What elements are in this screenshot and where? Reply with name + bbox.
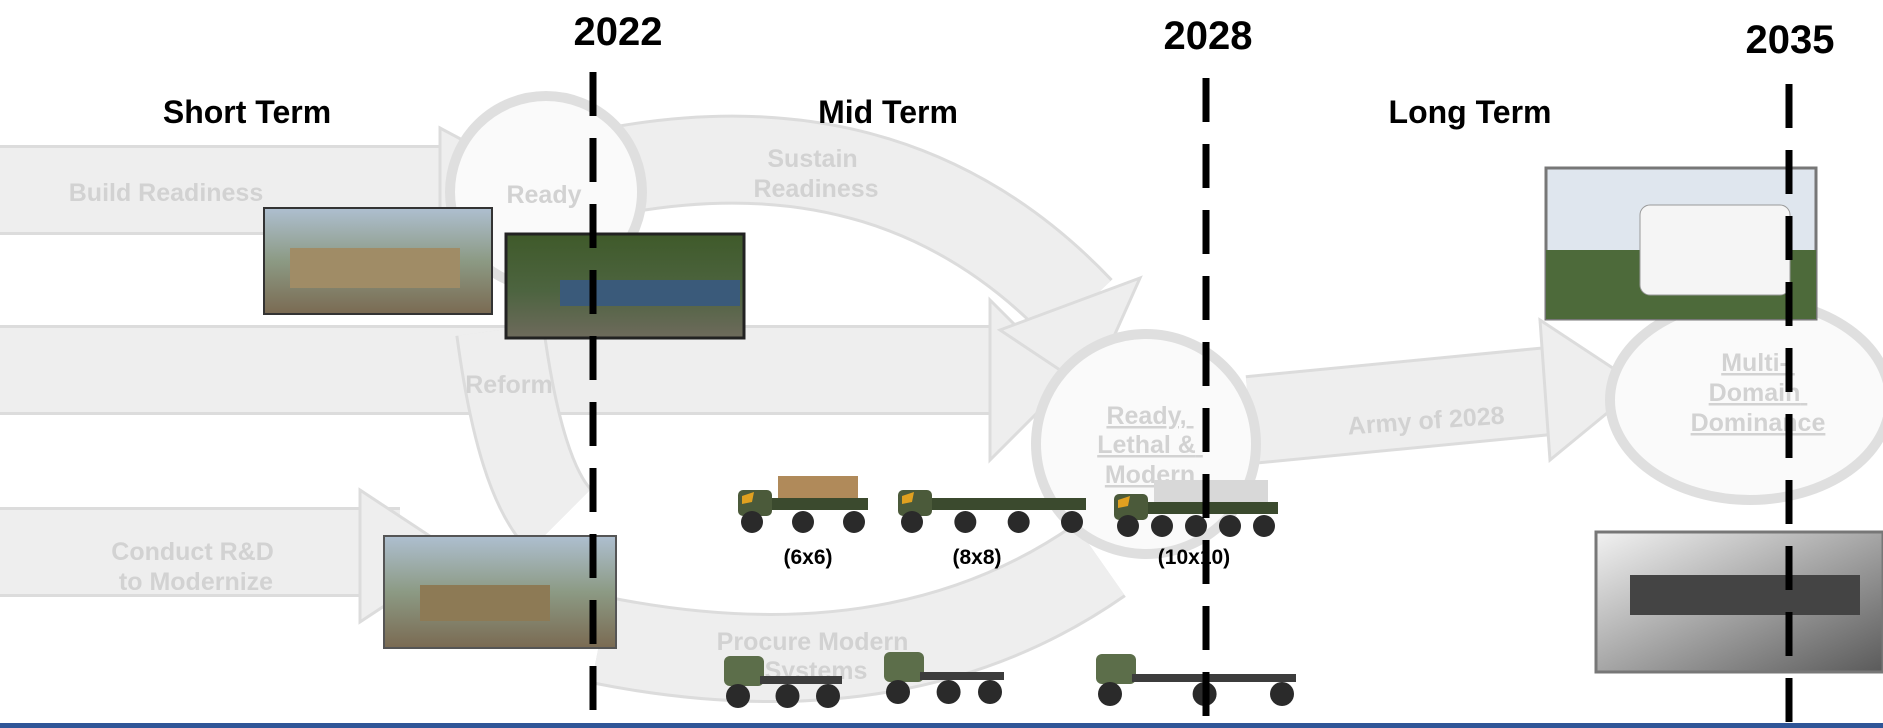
flow-label: Reform bbox=[465, 371, 553, 399]
milestone-year: 2028 bbox=[1164, 14, 1253, 58]
flow-label: Build Readiness bbox=[69, 179, 264, 207]
flow-label-line: Dominance bbox=[1691, 409, 1826, 437]
vehicle-label: (6x6) bbox=[783, 546, 832, 569]
vehicle-part bbox=[724, 656, 764, 686]
flow-label-line: Procure Modern bbox=[717, 628, 909, 656]
phase-label: Mid Term bbox=[818, 94, 958, 130]
photo-detail bbox=[1630, 575, 1860, 615]
vehicle-part bbox=[792, 511, 814, 533]
vehicle-part bbox=[954, 511, 976, 533]
photo-detail bbox=[560, 280, 740, 306]
vehicle-part bbox=[1098, 682, 1122, 706]
vehicle-label: (10x10) bbox=[1158, 546, 1230, 569]
vehicle-part bbox=[1132, 674, 1296, 682]
flow-label-line: Readiness bbox=[753, 175, 878, 203]
vehicle-part bbox=[1219, 515, 1241, 537]
flow-label-line: Multi- bbox=[1721, 349, 1788, 377]
vehicle-part bbox=[1154, 480, 1268, 502]
vehicle-part bbox=[901, 511, 923, 533]
vehicle-part bbox=[772, 498, 868, 510]
vehicle-part bbox=[932, 498, 1086, 510]
photo-detail bbox=[290, 248, 460, 288]
milestone-year: 2022 bbox=[574, 10, 663, 54]
vehicle-part bbox=[1148, 502, 1278, 514]
vehicle-part bbox=[1253, 515, 1275, 537]
vehicle-part bbox=[760, 676, 842, 684]
vehicle-part bbox=[886, 680, 910, 704]
vehicle-part bbox=[843, 511, 865, 533]
flow-label: Ready bbox=[506, 181, 581, 209]
vehicle-part bbox=[937, 680, 961, 704]
vehicle-part bbox=[920, 672, 1004, 680]
phase-label: Long Term bbox=[1389, 94, 1552, 130]
vehicle-part bbox=[1185, 515, 1207, 537]
vehicle-label: (8x8) bbox=[952, 546, 1001, 569]
flow-label-line: Conduct R&D bbox=[111, 538, 273, 566]
flow-label: Ready, Lethal & Modern bbox=[1097, 402, 1203, 489]
flow-label-line: Sustain bbox=[767, 145, 857, 173]
vehicle-part bbox=[1096, 654, 1136, 684]
vehicle-part bbox=[1061, 511, 1083, 533]
vehicle-part bbox=[726, 684, 750, 708]
vehicle-part bbox=[1151, 515, 1173, 537]
vehicle-part bbox=[1270, 682, 1294, 706]
milestone-year: 2035 bbox=[1746, 18, 1835, 62]
phase-label: Short Term bbox=[163, 94, 331, 130]
photo-detail bbox=[1640, 205, 1790, 295]
flow-label-line: Lethal & bbox=[1097, 431, 1196, 459]
footer-bar bbox=[0, 723, 1883, 728]
flow-label-line: to Modernize bbox=[119, 568, 273, 596]
vehicle-part bbox=[776, 684, 800, 708]
vehicle-part bbox=[816, 684, 840, 708]
vehicle-part bbox=[1117, 515, 1139, 537]
vehicle-part bbox=[741, 511, 763, 533]
vehicle-part bbox=[778, 476, 858, 498]
vehicle-part bbox=[978, 680, 1002, 704]
flow-label-line: Ready, bbox=[1106, 402, 1186, 430]
vehicle-part bbox=[1008, 511, 1030, 533]
photo-detail bbox=[420, 585, 550, 621]
vehicle-part bbox=[884, 652, 924, 682]
roadmap: Build Readiness Ready Sustain Readiness … bbox=[0, 0, 1883, 728]
